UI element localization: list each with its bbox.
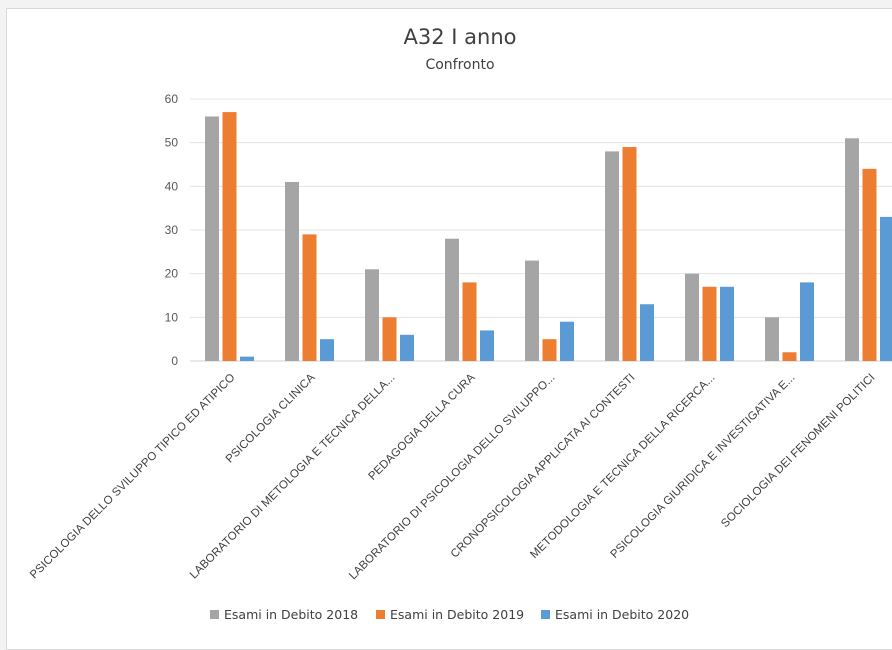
x-axis-labels: PSICOLOGIA DELLO SVILUPPO TIPICO ED ATIP… (28, 371, 878, 582)
bar (302, 234, 317, 361)
y-axis-ticks: 0 10 20 30 40 50 60 (165, 92, 179, 368)
y-tick-label: 10 (165, 310, 179, 324)
legend-swatch (210, 610, 219, 619)
bar (285, 181, 299, 361)
x-category-label: PSICOLOGIA CLINICA (224, 371, 318, 465)
bar (720, 286, 734, 361)
legend-label: Esami in Debito 2018 (224, 607, 358, 622)
bar (365, 269, 379, 361)
bar (800, 282, 814, 361)
bar-series (205, 112, 892, 361)
bar (462, 282, 477, 361)
bar (382, 317, 397, 361)
y-tick-label: 20 (165, 267, 179, 281)
bar (845, 138, 859, 361)
bar (222, 112, 237, 361)
legend: Esami in Debito 2018 Esami in Debito 2019… (210, 607, 689, 622)
bar-chart: A32 I anno Confronto 0 10 20 30 40 50 60 PSICO… (28, 25, 892, 622)
bar (605, 151, 619, 361)
legend-swatch (541, 610, 550, 619)
chart-title: A32 I anno (404, 25, 517, 49)
bar (445, 238, 459, 361)
legend-label: Esami in Debito 2020 (555, 607, 689, 622)
chart-subtitle: Confronto (425, 57, 494, 73)
bar (205, 116, 219, 361)
bar (862, 168, 877, 361)
bar (765, 317, 779, 361)
bar (480, 330, 494, 361)
x-category-label: PSICOLOGIA GIURIDICA E INVESTIGATIVA E..… (608, 372, 797, 561)
legend-label: Esami in Debito 2019 (390, 607, 524, 622)
y-tick-label: 50 (165, 136, 179, 150)
bar (400, 334, 414, 361)
bar (560, 321, 574, 361)
y-tick-label: 0 (171, 354, 178, 368)
x-category-label: PSICOLOGIA DELLO SVILUPPO TIPICO ED ATIP… (28, 372, 238, 582)
x-category-label: METODOLOGIA E TECNICA DELLA RICERCA... (528, 372, 717, 561)
bar (240, 356, 254, 361)
bar (320, 339, 334, 361)
bar (622, 147, 637, 361)
y-tick-label: 30 (165, 223, 179, 237)
x-category-label: SOCIOLOGIA DEI FENOMENI POLITICI (719, 372, 878, 531)
bar (640, 304, 654, 361)
bar (702, 286, 717, 361)
bar (542, 339, 557, 361)
y-tick-label: 40 (165, 179, 179, 193)
bar (685, 273, 699, 361)
bar (782, 352, 797, 361)
bar (880, 216, 892, 361)
legend-swatch (376, 610, 385, 619)
bar (525, 260, 539, 361)
x-category-label: CRONOPSICOLOGIA APPLICATA AI CONTESTI (449, 372, 638, 561)
y-tick-label: 60 (165, 92, 179, 106)
